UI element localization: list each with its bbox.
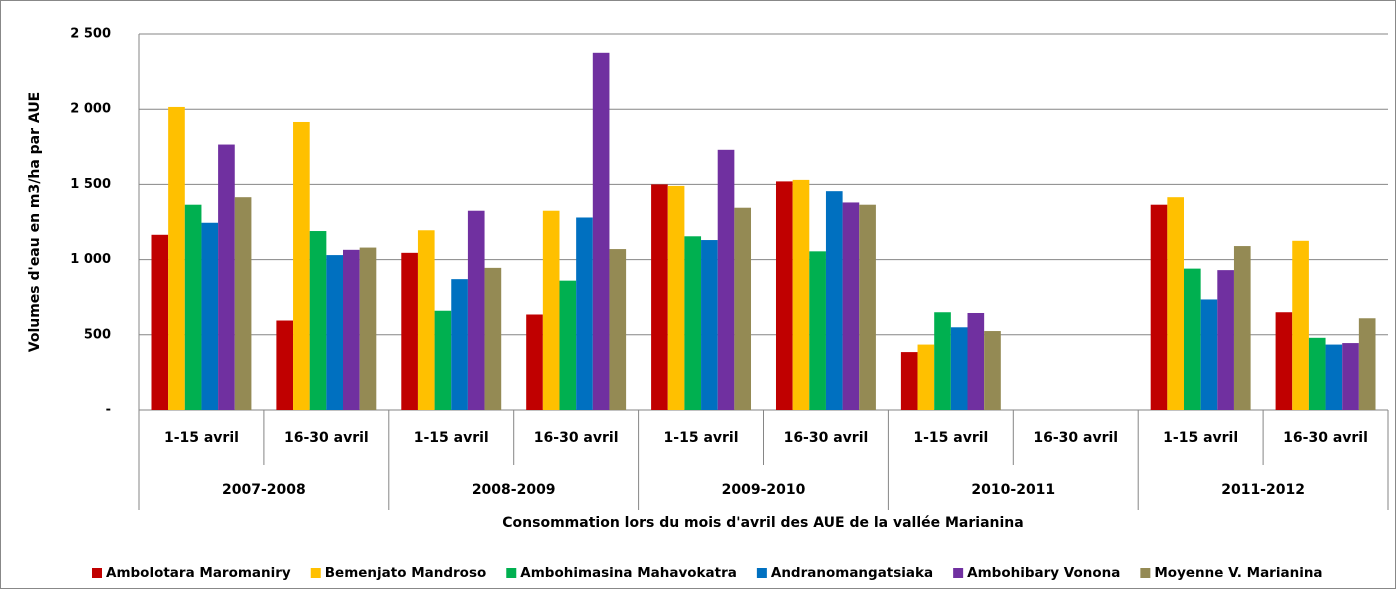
bar <box>201 222 219 410</box>
bar <box>592 52 610 411</box>
legend-swatch <box>310 568 321 578</box>
y-axis-title: Volumes d'eau en m3/ha par AUE <box>27 92 43 352</box>
bar <box>526 314 543 410</box>
legend-label: Moyenne V. Marianina <box>1154 565 1322 581</box>
bar <box>343 249 360 410</box>
bar <box>309 231 327 410</box>
bar <box>934 312 951 410</box>
legend-label: Andranomangatsiaka <box>771 565 933 581</box>
legend-swatch <box>756 568 767 578</box>
bar <box>1233 246 1251 410</box>
bar <box>1358 318 1376 410</box>
y-tick-label: 500 <box>84 327 111 342</box>
bar <box>467 210 485 410</box>
bar <box>451 279 468 410</box>
y-tick-label: - <box>106 403 111 418</box>
bar <box>984 331 1001 410</box>
bar <box>293 121 310 410</box>
bar <box>276 320 294 410</box>
bar <box>1325 344 1343 410</box>
group-label: 2008-2009 <box>472 482 556 498</box>
bar <box>717 149 735 411</box>
x-tick-label: 1-15 avril <box>664 430 739 446</box>
group-label: 2009-2010 <box>722 482 806 498</box>
bar <box>1183 268 1201 410</box>
legend-label: Ambohimasina Mahavokatra <box>520 565 737 581</box>
bar <box>609 249 627 410</box>
legend-label: Ambohibary Vonona <box>967 565 1120 581</box>
group-label: 2011-2012 <box>1221 482 1305 498</box>
bar <box>576 217 593 410</box>
bar <box>184 204 202 410</box>
bar <box>1150 204 1168 410</box>
bar <box>651 184 668 410</box>
x-tick-label: 1-15 avril <box>1163 430 1238 446</box>
x-tick-label: 1-15 avril <box>913 430 988 446</box>
y-tick-label: 2 500 <box>70 27 111 42</box>
bar <box>842 202 860 410</box>
x-tick-label: 16-30 avril <box>784 430 869 446</box>
y-tick-label: 2 000 <box>70 102 111 117</box>
bar <box>950 327 968 410</box>
legend-swatch <box>92 568 102 578</box>
x-tick-label: 1-15 avril <box>164 430 239 446</box>
bar <box>1342 343 1359 410</box>
x-tick-label: 16-30 avril <box>1283 430 1368 446</box>
bar <box>326 255 344 410</box>
legend-label: Ambolotara Maromaniry <box>106 565 291 581</box>
bar <box>859 204 876 410</box>
x-tick-label: 16-30 avril <box>1033 430 1118 446</box>
bar <box>1275 312 1293 410</box>
legend-label: Bemenjato Mandroso <box>325 565 487 581</box>
bar <box>542 210 560 410</box>
x-tick-label: 1-15 avril <box>414 430 489 446</box>
bar <box>484 267 502 410</box>
bar <box>701 240 718 410</box>
bar <box>559 280 577 410</box>
y-tick-label: 1 000 <box>70 252 111 267</box>
bar <box>359 247 377 410</box>
bar <box>809 251 826 410</box>
bar <box>218 144 235 410</box>
bar <box>792 179 810 410</box>
bar <box>1292 240 1309 410</box>
legend-swatch <box>1140 568 1151 578</box>
bar <box>434 310 452 410</box>
bar <box>825 191 843 410</box>
bar <box>151 234 169 410</box>
bar <box>401 252 418 410</box>
bar <box>967 312 985 410</box>
group-label: 2007-2008 <box>222 482 306 498</box>
x-tick-label: 16-30 avril <box>534 430 619 446</box>
bar <box>900 352 918 410</box>
x-tick-label: 16-30 avril <box>284 430 369 446</box>
y-tick-label: 1 500 <box>70 177 111 192</box>
bar <box>684 236 702 410</box>
bar <box>775 181 793 410</box>
bar <box>1308 337 1326 410</box>
bar <box>1200 299 1218 410</box>
bar <box>667 185 685 410</box>
group-label: 2010-2011 <box>971 482 1055 498</box>
bar <box>734 207 752 410</box>
bar <box>417 230 435 410</box>
bar <box>1217 270 1234 410</box>
bar <box>1167 197 1184 410</box>
bar <box>917 344 935 410</box>
legend-swatch <box>506 568 517 578</box>
bar <box>168 106 185 410</box>
legend-swatch <box>953 568 964 578</box>
x-axis-title: Consommation lors du mois d'avril des AU… <box>502 515 1023 531</box>
bar <box>234 197 252 410</box>
